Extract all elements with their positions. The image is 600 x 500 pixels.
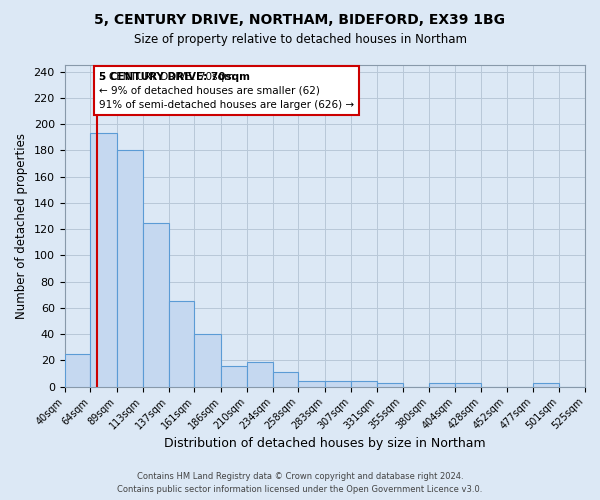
Bar — [194, 334, 221, 386]
Bar — [143, 222, 169, 386]
Bar — [117, 150, 143, 386]
Text: 5 CENTURY DRIVE: 70sqm: 5 CENTURY DRIVE: 70sqm — [99, 72, 250, 82]
Bar — [430, 383, 455, 386]
Bar — [325, 382, 351, 386]
Bar — [65, 354, 90, 386]
Text: 5 CENTURY DRIVE: 70sqm
← 9% of detached houses are smaller (62)
91% of semi-deta: 5 CENTURY DRIVE: 70sqm ← 9% of detached … — [99, 72, 354, 110]
Bar — [351, 382, 377, 386]
Bar — [533, 383, 559, 386]
X-axis label: Distribution of detached houses by size in Northam: Distribution of detached houses by size … — [164, 437, 485, 450]
Bar — [169, 302, 194, 386]
Bar — [273, 372, 298, 386]
Bar — [247, 362, 273, 386]
Bar — [298, 382, 325, 386]
Y-axis label: Number of detached properties: Number of detached properties — [15, 133, 28, 319]
Bar — [221, 366, 247, 386]
Text: Contains public sector information licensed under the Open Government Licence v3: Contains public sector information licen… — [118, 485, 482, 494]
Bar — [455, 383, 481, 386]
Text: 5, CENTURY DRIVE, NORTHAM, BIDEFORD, EX39 1BG: 5, CENTURY DRIVE, NORTHAM, BIDEFORD, EX3… — [95, 12, 505, 26]
Bar — [90, 134, 117, 386]
Bar — [377, 383, 403, 386]
Text: Contains HM Land Registry data © Crown copyright and database right 2024.: Contains HM Land Registry data © Crown c… — [137, 472, 463, 481]
Text: Size of property relative to detached houses in Northam: Size of property relative to detached ho… — [133, 32, 467, 46]
